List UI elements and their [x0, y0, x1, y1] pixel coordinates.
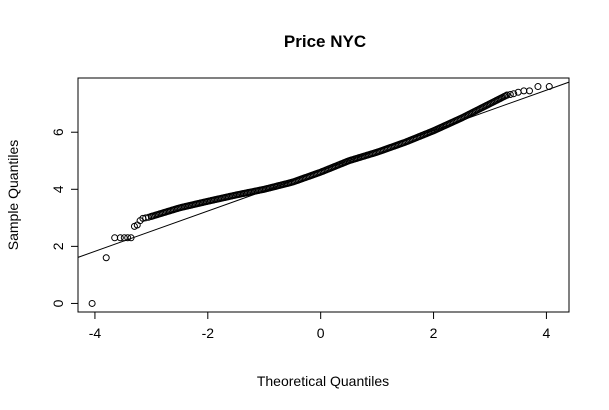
- qq-point: [534, 83, 542, 91]
- qq-point: [510, 90, 518, 98]
- qq-point: [116, 234, 124, 242]
- qq-point: [120, 234, 128, 242]
- y-tick-label: 4: [50, 185, 66, 193]
- x-tick-label: 0: [317, 325, 325, 341]
- x-tick-label: -4: [89, 325, 102, 341]
- y-tick-label: 6: [50, 128, 66, 136]
- x-tick-label: -2: [202, 325, 215, 341]
- y-tick-label: 2: [50, 242, 66, 250]
- chart-title: Price NYC: [284, 32, 366, 51]
- x-axis-label: Theoretical Quantiles: [257, 373, 389, 389]
- plot-frame: [77, 77, 570, 313]
- qq-point: [525, 87, 533, 95]
- qq-point: [88, 299, 96, 307]
- x-axis: -4 -2 0 2 4: [89, 311, 551, 341]
- qq-point: [503, 91, 511, 99]
- qq-point: [127, 234, 135, 242]
- y-axis-label: Sample Quantiles: [5, 140, 21, 251]
- qq-point: [520, 87, 528, 95]
- qq-point: [111, 234, 119, 242]
- qq-point: [102, 254, 110, 262]
- qq-points: [88, 83, 553, 307]
- y-axis: 0 2 4 6: [50, 128, 79, 307]
- y-tick-label: 0: [50, 299, 66, 307]
- x-tick-label: 4: [543, 325, 551, 341]
- qq-point: [506, 91, 514, 99]
- x-tick-label: 2: [430, 325, 438, 341]
- qq-point: [545, 83, 553, 91]
- qq-point: [124, 234, 132, 242]
